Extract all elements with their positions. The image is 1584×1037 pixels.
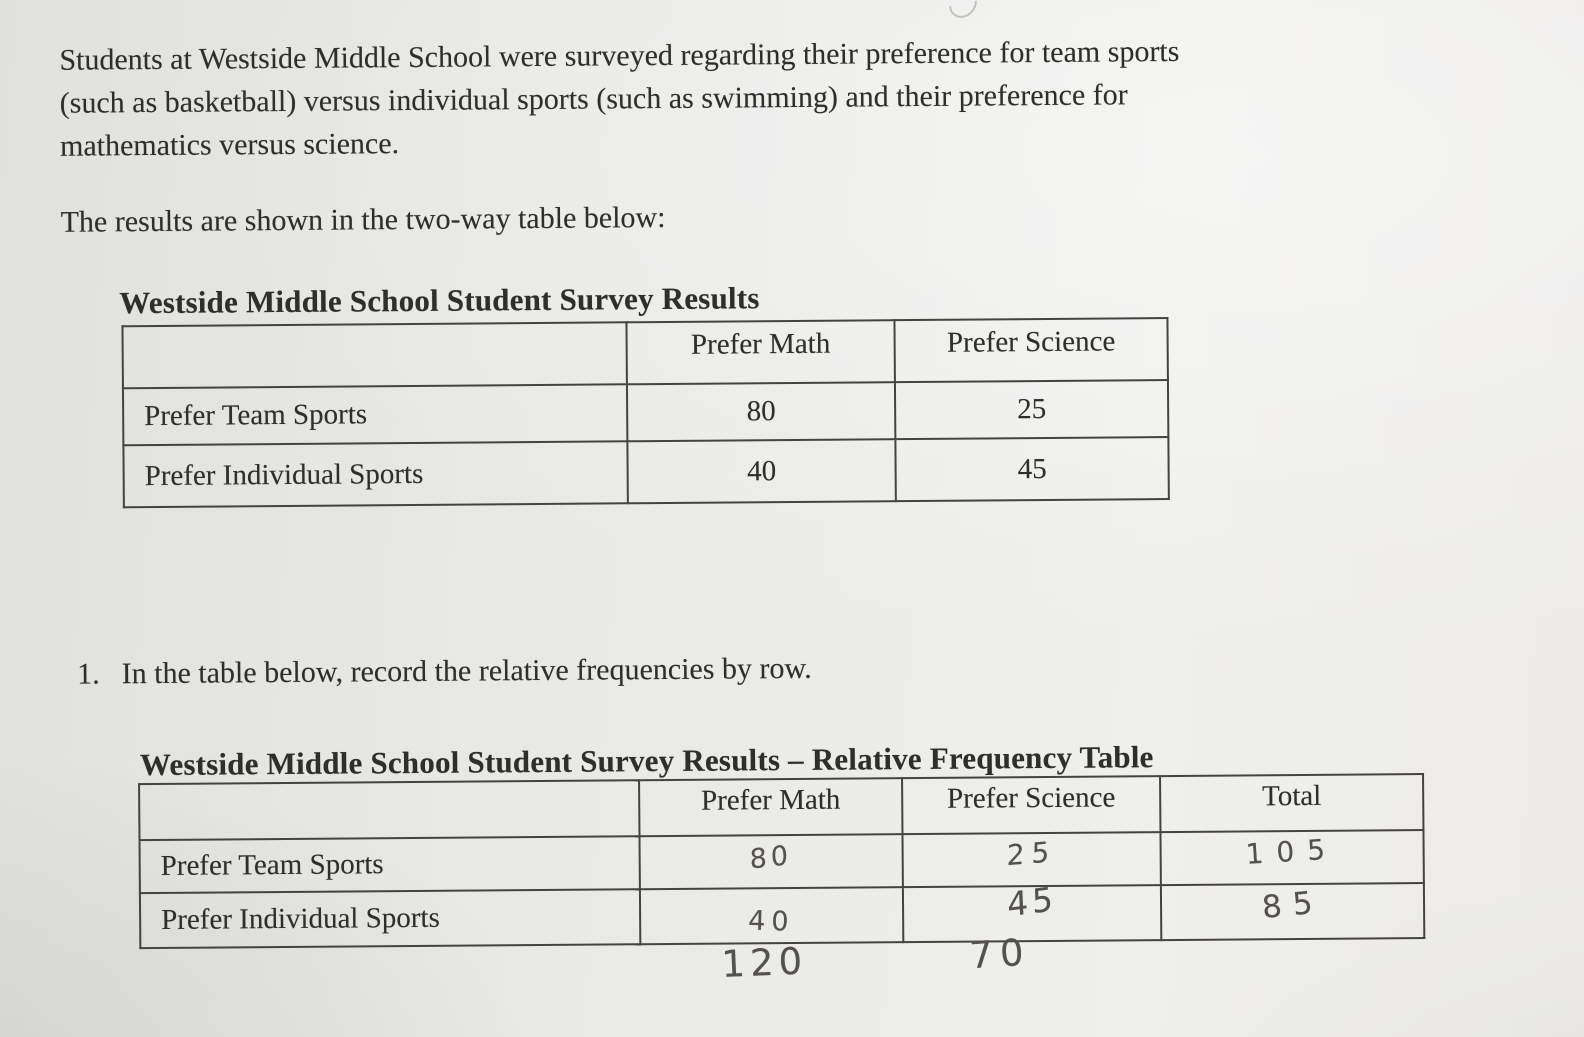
handwritten-individual-science: 45	[1006, 878, 1058, 925]
table-row: Prefer Individual Sports 40 45 85	[139, 879, 1425, 949]
rft-corner-cell	[139, 780, 640, 841]
intro-line-3: mathematics versus science.	[59, 127, 400, 163]
intro-line-2: (such as basketball) versus individual s…	[59, 78, 1128, 120]
survey-row-team-label: Prefer Team Sports	[122, 384, 628, 446]
question-1-number: 1.	[77, 657, 100, 691]
survey-team-science-value: 25	[894, 380, 1169, 440]
rft-header-row: Prefer Math Prefer Science Total	[139, 774, 1424, 841]
question-1-text: In the table below, record the relative …	[121, 651, 812, 691]
results-intro-line: The results are shown in the two-way tab…	[60, 200, 666, 239]
table-row: Prefer Individual Sports 40 45	[123, 437, 1169, 508]
rft-row-individual-label: Prefer Individual Sports	[139, 889, 641, 949]
handwritten-column-total-science: 70	[968, 930, 1032, 978]
handwritten-team-science: 25	[1006, 834, 1057, 872]
rft-header-total: Total	[1160, 774, 1424, 833]
rft-team-total-cell: 105	[1160, 830, 1424, 886]
handwritten-column-total-math: 120	[720, 939, 808, 987]
rft-header-math: Prefer Math	[639, 778, 903, 837]
relative-frequency-table: Prefer Math Prefer Science Total Prefer …	[138, 773, 1425, 949]
survey-table: Prefer Math Prefer Science Prefer Team S…	[121, 317, 1169, 508]
intro-paragraph: Students at Westside Middle School were …	[59, 30, 1180, 168]
handwritten-team-total: 105	[1244, 831, 1340, 871]
survey-individual-science-value: 45	[895, 437, 1169, 502]
survey-table-header-row: Prefer Math Prefer Science	[122, 318, 1168, 389]
rft-header-science: Prefer Science	[902, 776, 1161, 835]
stray-pen-mark	[943, 0, 983, 24]
rft-team-science-cell: 25	[902, 832, 1161, 888]
survey-table-title: Westside Middle School Student Survey Re…	[119, 280, 760, 321]
handwritten-individual-math: 40	[748, 905, 796, 938]
survey-row-individual-label: Prefer Individual Sports	[123, 441, 628, 508]
survey-team-math-value: 80	[626, 382, 896, 442]
rft-row-team-label: Prefer Team Sports	[139, 836, 640, 894]
handwritten-individual-total: 85	[1260, 883, 1325, 926]
rft-individual-total-cell: 85	[1160, 883, 1425, 941]
survey-individual-math-value: 40	[627, 439, 896, 504]
table-row: Prefer Team Sports 80 25	[122, 380, 1169, 446]
question-1: 1. In the table below, record the relativ…	[77, 652, 812, 692]
handwritten-team-math: 80	[749, 839, 793, 876]
rft-team-math-cell: 80	[639, 834, 903, 890]
rft-individual-science-cell: 45	[902, 879, 1162, 943]
survey-table-header-math: Prefer Math	[626, 320, 895, 385]
survey-table-header-science: Prefer Science	[894, 318, 1168, 383]
survey-table-corner-cell	[122, 322, 627, 389]
rft-individual-math-cell: 40	[639, 887, 904, 945]
